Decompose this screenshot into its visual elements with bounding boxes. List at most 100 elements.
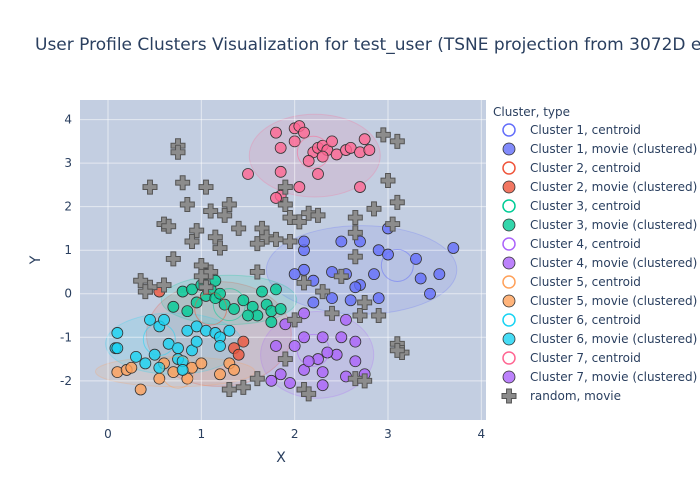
clustered-movie-point	[293, 181, 306, 193]
y-axis-label: Y	[28, 255, 44, 265]
legend[interactable]: Cluster 1, centroid Cluster 1, movie (clu…	[501, 123, 697, 404]
legend-point-swatch	[502, 332, 516, 346]
legend-label: Cluster 7, movie (clustered)	[530, 370, 697, 384]
legend-centroid-swatch	[502, 275, 516, 289]
random-movie-point	[198, 179, 214, 195]
random-movie-point	[268, 231, 284, 247]
legend-item[interactable]: Cluster 5, movie (clustered)	[502, 294, 697, 308]
clustered-movie-point	[288, 268, 301, 281]
legend-item[interactable]: Cluster 1, centroid	[502, 123, 641, 137]
random-movie-point	[231, 220, 247, 236]
legend-label: Cluster 3, movie (clustered)	[530, 218, 697, 232]
random-movie-point	[315, 284, 331, 300]
clustered-movie-point	[321, 346, 334, 359]
legend-centroid-swatch	[502, 313, 516, 327]
clustered-movie-point	[335, 331, 348, 344]
random-movie-point	[259, 229, 275, 245]
legend-item[interactable]: Cluster 4, centroid	[502, 237, 641, 251]
legend-point-swatch	[502, 294, 516, 308]
clustered-movie-point	[316, 379, 329, 392]
x-tick-label: 1	[198, 427, 206, 441]
x-axis-label: X	[276, 450, 286, 466]
legend-centroid-swatch	[502, 123, 516, 137]
random-movie-point	[357, 294, 373, 310]
legend-label: Cluster 3, centroid	[530, 199, 641, 213]
clustered-movie-point	[190, 335, 203, 348]
legend-item[interactable]: Cluster 4, movie (clustered)	[502, 256, 697, 270]
random-movie-point	[249, 236, 265, 252]
clustered-movie-point	[176, 364, 189, 376]
y-tick-label: 4	[64, 113, 72, 127]
clustered-movie-point	[382, 248, 394, 261]
clustered-movie-point	[265, 316, 278, 328]
random-movie-point	[221, 382, 237, 398]
clustered-movie-point	[228, 303, 240, 315]
clustered-movie-point	[298, 235, 310, 248]
clustered-movie-point	[130, 350, 142, 363]
clustered-movie-point	[363, 144, 376, 156]
clustered-movie-point	[139, 357, 152, 370]
legend-item[interactable]: Cluster 2, centroid	[502, 161, 641, 175]
random-movie-point	[389, 194, 405, 210]
clustered-movie-point	[447, 242, 460, 254]
legend-item[interactable]: Cluster 7, centroid	[502, 351, 641, 365]
x-tick-label: 2	[291, 427, 299, 441]
clustered-movie-point	[265, 374, 278, 387]
clustered-movie-point	[326, 135, 338, 148]
clustered-movie-point	[288, 340, 301, 352]
random-movie-point	[217, 207, 233, 223]
y-tick-label: -1	[60, 330, 72, 344]
clustered-movie-point	[368, 268, 380, 281]
random-movie-point	[184, 233, 200, 249]
legend-label: Cluster 5, movie (clustered)	[530, 294, 697, 308]
random-movie-point	[385, 216, 401, 232]
y-tick-label: -2	[60, 374, 72, 388]
clustered-movie-point	[349, 355, 362, 368]
legend-point-swatch	[502, 180, 516, 194]
legend-item[interactable]: Cluster 2, movie (clustered)	[502, 180, 697, 194]
random-movie-point	[235, 379, 251, 395]
clustered-movie-point	[134, 383, 147, 396]
y-tick-label: 2	[64, 200, 72, 214]
clustered-movie-point	[298, 126, 310, 139]
legend-item[interactable]: Cluster 5, centroid	[502, 275, 641, 289]
cluster-centroid-marker	[380, 248, 414, 282]
legend-cross-swatch	[501, 388, 517, 404]
legend-label: Cluster 6, movie (clustered)	[530, 332, 697, 346]
legend-item[interactable]: Cluster 6, centroid	[502, 313, 641, 327]
random-movie-point	[352, 308, 368, 324]
legend-item[interactable]: Cluster 3, centroid	[502, 199, 641, 213]
legend-item[interactable]: random, movie	[501, 388, 621, 404]
legend-title: Cluster, type	[493, 105, 570, 119]
random-movie-point	[156, 277, 172, 293]
random-movie-point	[165, 251, 181, 267]
clustered-movie-point	[144, 313, 156, 326]
random-movie-point	[333, 268, 349, 284]
legend-item[interactable]: Cluster 3, movie (clustered)	[502, 218, 697, 232]
clustered-movie-point	[302, 355, 315, 368]
clustered-movie-point	[424, 287, 436, 300]
legend-item[interactable]: Cluster 6, movie (clustered)	[502, 332, 697, 346]
clustered-movie-point	[312, 168, 324, 180]
random-movie-point	[175, 175, 191, 191]
random-movie-point	[189, 223, 205, 239]
clustered-movie-point	[274, 141, 287, 154]
data-points	[109, 120, 460, 402]
clustered-movie-point	[242, 168, 254, 180]
random-movie-point	[203, 203, 219, 219]
random-movie-point	[310, 207, 326, 223]
random-movie-point	[170, 144, 186, 160]
legend-item[interactable]: Cluster 7, movie (clustered)	[502, 370, 697, 384]
clustered-movie-point	[256, 285, 268, 298]
random-movie-point	[282, 233, 298, 249]
random-movie-point	[221, 196, 237, 212]
cluster-centroid-marker	[296, 135, 330, 169]
x-tick-label: 4	[478, 427, 486, 441]
random-movie-point	[287, 312, 303, 328]
legend-point-swatch	[502, 370, 516, 384]
clustered-movie-point	[288, 135, 301, 148]
legend-item[interactable]: Cluster 1, movie (clustered)	[502, 142, 697, 156]
x-tick-label: 3	[384, 427, 392, 441]
legend-label: Cluster 2, movie (clustered)	[530, 180, 697, 194]
random-movie-point	[277, 179, 293, 195]
